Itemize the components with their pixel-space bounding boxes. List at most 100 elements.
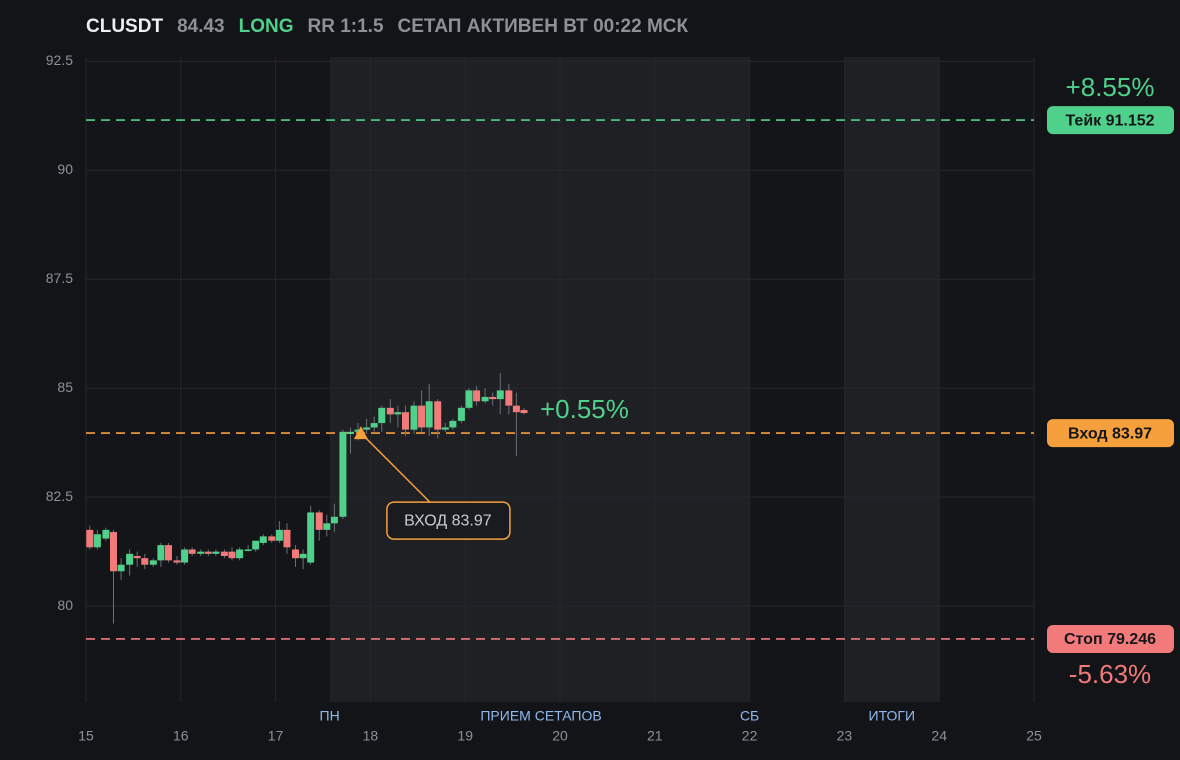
level-pill	[1047, 106, 1174, 135]
candle-body	[283, 529, 291, 548]
level-pct: -5.63%	[1069, 659, 1151, 689]
candle-body	[496, 390, 504, 400]
level-pill	[1047, 419, 1174, 448]
x-tick-label: 21	[647, 728, 663, 744]
candle-body	[220, 551, 228, 557]
candle-body	[330, 516, 338, 524]
candle-body	[86, 529, 94, 548]
candle-body	[401, 412, 409, 430]
candle-body	[363, 427, 371, 430]
entry-connector	[360, 432, 431, 503]
candle-body	[457, 407, 465, 421]
header: CLUSDT 84.43 LONG RR 1:1.5 СЕТАП АКТИВЕН…	[86, 16, 688, 38]
y-tick-label: 87.5	[46, 270, 73, 286]
session-label: ПРИЕМ СЕТАПОВ	[480, 708, 601, 724]
candle-body	[117, 564, 125, 572]
rr: RR 1:1.5	[307, 16, 384, 37]
candle-body	[307, 512, 315, 563]
candle-body	[228, 551, 236, 559]
level-label: Стоп 79.246	[1064, 631, 1156, 648]
candle-body	[252, 540, 260, 550]
y-tick-label: 82.5	[46, 488, 73, 504]
candle-body	[520, 410, 528, 414]
x-tick-label: 17	[268, 728, 284, 744]
candle-body	[323, 523, 331, 530]
session-label: СБ	[740, 708, 759, 724]
level-label: Тейк 91.152	[1065, 112, 1154, 129]
candle-body	[370, 423, 378, 428]
candle-body	[441, 427, 449, 430]
candle-body	[141, 558, 149, 565]
candle-body	[505, 390, 513, 406]
x-tick-label: 16	[173, 728, 189, 744]
candle-body	[346, 431, 354, 434]
candle-body	[339, 431, 347, 517]
candle-body	[315, 512, 323, 530]
candle-body	[102, 529, 110, 539]
level-pct: +8.55%	[1066, 72, 1155, 102]
x-tick-label: 19	[457, 728, 473, 744]
candle-body	[512, 405, 520, 413]
session-band	[329, 57, 750, 702]
candle-body	[425, 401, 433, 428]
y-tick-label: 92.5	[46, 52, 73, 68]
x-tick-label: 24	[931, 728, 947, 744]
candle-body	[394, 412, 402, 415]
price: 84.43	[177, 16, 225, 37]
candle-body	[212, 551, 220, 554]
y-tick-label: 90	[57, 161, 73, 177]
x-tick-label: 22	[742, 728, 758, 744]
session-label: ИТОГИ	[869, 708, 916, 724]
x-tick-label: 25	[1026, 728, 1042, 744]
candle-body	[378, 407, 386, 424]
candle-body	[465, 390, 473, 408]
candle-body	[268, 536, 276, 541]
candle-body	[489, 396, 497, 400]
candle-body	[354, 429, 362, 432]
side: LONG	[238, 16, 294, 37]
candle-body	[126, 553, 134, 565]
level-label: Вход 83.97	[1068, 425, 1152, 442]
candle-body	[275, 529, 283, 541]
candle-body	[149, 560, 157, 565]
candle-body	[434, 401, 442, 430]
entry-box	[386, 501, 511, 540]
candle-body	[292, 549, 300, 559]
y-tick-label: 80	[57, 597, 73, 613]
candle-body	[181, 549, 189, 563]
candle-body	[197, 551, 205, 554]
candle-body	[188, 549, 196, 554]
candle-body	[418, 405, 426, 428]
candle-body	[386, 407, 394, 415]
x-tick-label: 20	[552, 728, 568, 744]
entry-text: ВХОД 83.97	[404, 512, 492, 529]
candle-body	[236, 549, 244, 559]
session-band	[844, 57, 940, 702]
candle-body	[410, 405, 418, 430]
candle-body	[299, 553, 307, 559]
entry-marker	[353, 426, 368, 440]
symbol: CLUSDT	[86, 16, 164, 37]
x-tick-label: 18	[363, 728, 379, 744]
candle-body	[204, 551, 212, 554]
candle-body	[481, 396, 489, 402]
candle-body	[109, 532, 117, 572]
candle-body	[449, 420, 457, 428]
status: СЕТАП АКТИВЕН ВТ 00:22 МСК	[397, 16, 689, 37]
y-tick-label: 85	[57, 379, 73, 395]
candle-body	[173, 560, 181, 563]
x-tick-label: 15	[78, 728, 94, 744]
candle-body	[244, 549, 252, 551]
candle-body	[133, 556, 141, 559]
session-label: ПН	[320, 708, 340, 724]
level-pill	[1047, 624, 1174, 653]
candle-body	[473, 390, 481, 402]
x-tick-label: 23	[837, 728, 853, 744]
change-label: +0.55%	[540, 394, 629, 424]
candle-body	[164, 545, 172, 561]
candle-body	[93, 534, 101, 548]
candle-body	[259, 536, 267, 543]
candle-body	[157, 545, 165, 561]
